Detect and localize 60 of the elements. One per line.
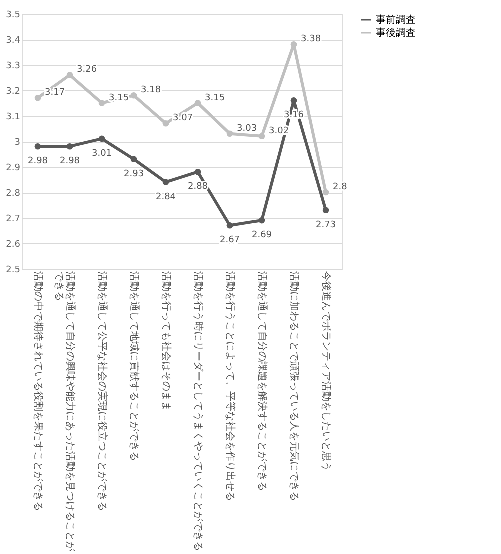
y-tick-label: 3.4 — [6, 36, 21, 46]
legend-label: 事前調査 — [376, 14, 416, 26]
point — [66, 72, 74, 78]
x-tick-label: 活動を通して地域に貢献することができる — [128, 272, 140, 462]
point — [322, 207, 330, 214]
point — [130, 92, 138, 99]
point — [162, 120, 170, 127]
y-tick-label: 3.5 — [6, 10, 20, 20]
point — [258, 217, 266, 224]
x-tick-label: 活動を行う時にリーダーとしてうまくやっていくことができる — [192, 272, 204, 552]
point — [98, 136, 106, 142]
y-tick-label: 3.2 — [6, 87, 20, 97]
point — [194, 168, 202, 176]
y-tick-label: 3.3 — [6, 62, 20, 72]
y-tick-label: 2.5 — [6, 266, 20, 276]
point — [34, 94, 42, 102]
point — [226, 222, 234, 229]
data-label: 3.01 — [92, 148, 112, 159]
data-label: 2.84 — [156, 192, 176, 202]
data-label: 3.26 — [77, 65, 98, 76]
x-tick-label: 活動を通して自分の課題を解決することができる — [256, 272, 268, 492]
data-label: 2.98 — [28, 156, 48, 167]
data-label: 3.18 — [141, 86, 162, 96]
data-label: 3.03 — [237, 124, 258, 134]
data-label: 3.07 — [173, 114, 194, 124]
data-label: 2.98 — [60, 156, 80, 167]
y-tick-label: 3 — [14, 138, 20, 148]
y-tick-label: 2.6 — [6, 240, 21, 250]
point — [258, 133, 266, 140]
data-label: 2.93 — [124, 169, 144, 180]
point — [130, 156, 138, 163]
y-tick-label: 2.9 — [6, 164, 21, 174]
data-label: 2.8 — [333, 182, 348, 192]
y-tick-label: 2.7 — [6, 214, 20, 224]
point — [162, 179, 170, 186]
data-label: 3.17 — [45, 88, 66, 98]
x-tick-label: 今後進んでボランティア活動をしたいと思う — [320, 272, 332, 472]
point — [226, 130, 234, 138]
y-tick-label: 3.1 — [6, 112, 20, 122]
data-label: 2.67 — [220, 236, 240, 246]
point — [194, 100, 202, 106]
data-label: 2.69 — [252, 230, 272, 241]
data-label: 3.38 — [301, 34, 322, 45]
point — [98, 100, 106, 106]
data-label: 2.73 — [316, 220, 336, 230]
y-tick-label: 2.8 — [6, 189, 21, 199]
x-tick-label: 活動に加わることで頑張っている人を元気にできる — [288, 272, 300, 502]
x-tick-label: 活動を通して自分の興味や能力にあった活動を見つけることができる — [54, 272, 76, 552]
point — [290, 98, 298, 104]
data-label: 3.15 — [109, 93, 130, 104]
x-tick-label: 活動の中で期待されている役割を果たすことができる — [32, 272, 44, 512]
point — [322, 189, 330, 196]
data-label: 3.15 — [205, 93, 226, 104]
legend-label: 事後調査 — [376, 27, 416, 39]
point — [34, 143, 42, 150]
point — [66, 143, 74, 150]
x-tick-label: 活動を通して公平な社会の実現に役立つことができる — [96, 272, 108, 512]
x-tick-label: 活動を行うことによって、平等な社会を作り出せる — [224, 272, 236, 502]
point — [290, 41, 298, 48]
x-tick-label: 活動を行っても社会はそのまま — [160, 272, 172, 412]
